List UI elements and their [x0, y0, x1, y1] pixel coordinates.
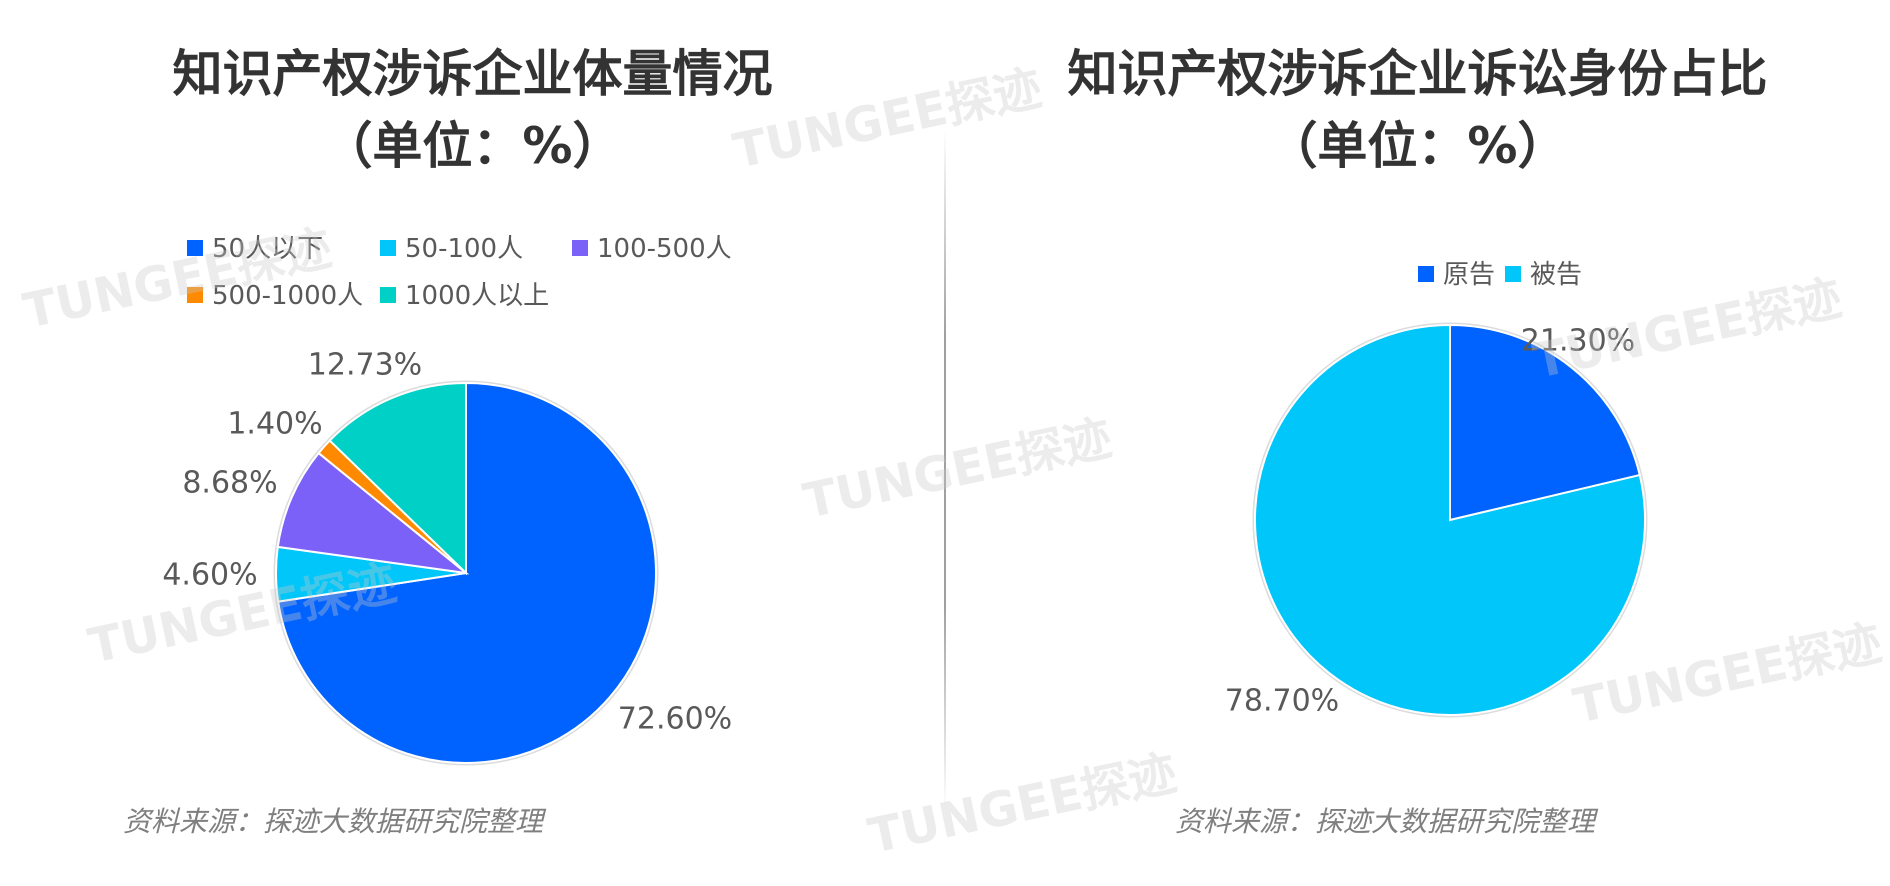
data-label-2: 8.68%	[182, 466, 277, 501]
pie-outline	[273, 380, 659, 766]
legend-swatch-1	[1505, 265, 1521, 282]
pie-chart-litigation-role: 21.30% 78.70%	[1225, 322, 1648, 719]
legend-item-0: 原告	[1418, 258, 1495, 292]
chart-subtitle: （单位：%）	[1267, 117, 1568, 175]
chart-title: 知识产权涉诉企业体量情况	[172, 45, 773, 103]
legend-item-4: 1000人以上	[380, 279, 549, 313]
legend-swatch-3	[187, 286, 203, 303]
legend-item-3: 500-1000人	[187, 279, 363, 313]
chart-panel-company-size: 知识产权涉诉企业体量情况 （单位：%） 50人以下 50-100人 100-50…	[123, 45, 773, 838]
legend-label: 1000人以上	[405, 281, 550, 311]
legend-label: 500-1000人	[212, 281, 364, 311]
data-label-4: 12.73%	[308, 348, 422, 383]
legend-item-1: 被告	[1505, 258, 1582, 292]
legend-swatch-0	[187, 239, 203, 256]
data-label-0: 21.30%	[1521, 324, 1635, 359]
pie-slice-2	[276, 451, 470, 575]
data-label-1: 78.70%	[1225, 684, 1339, 719]
legend-swatch-0	[1418, 265, 1434, 282]
data-label-3: 1.40%	[227, 407, 322, 442]
legend-item-2: 100-500人	[572, 232, 732, 266]
pie-outline	[1252, 322, 1648, 718]
pie-slice-4	[328, 381, 467, 576]
pie-slice-0	[1449, 323, 1641, 522]
legend-label: 50-100人	[405, 234, 524, 264]
chart-subtitle: （单位：%）	[322, 117, 623, 175]
source-note: 资料来源：探迹大数据研究院整理	[123, 805, 544, 838]
legend-label: 原告	[1443, 260, 1496, 290]
chart-title: 知识产权涉诉企业诉讼身份占比	[1067, 45, 1768, 103]
legend-label: 50人以下	[212, 234, 324, 264]
legend-item-0: 50人以下	[187, 232, 323, 266]
legend-label: 100-500人	[597, 234, 732, 264]
panel-divider	[944, 130, 946, 810]
legend-swatch-2	[572, 239, 588, 256]
chart-panel-litigation-role: 知识产权涉诉企业诉讼身份占比 （单位：%） 原告 被告 21.30% 78.70%…	[945, 0, 1890, 886]
legend-swatch-1	[380, 239, 396, 256]
data-label-1: 4.60%	[162, 558, 257, 593]
pie-chart-company-size: 72.60% 4.60% 8.68% 1.40% 12.73%	[162, 348, 732, 766]
legend-swatch-4	[380, 286, 396, 303]
legend-item-1: 50-100人	[380, 232, 523, 266]
data-label-0: 72.60%	[618, 702, 732, 737]
source-note: 资料来源：探迹大数据研究院整理	[1175, 805, 1596, 838]
legend-label: 被告	[1530, 260, 1583, 290]
pie-slice-1	[1254, 323, 1646, 716]
